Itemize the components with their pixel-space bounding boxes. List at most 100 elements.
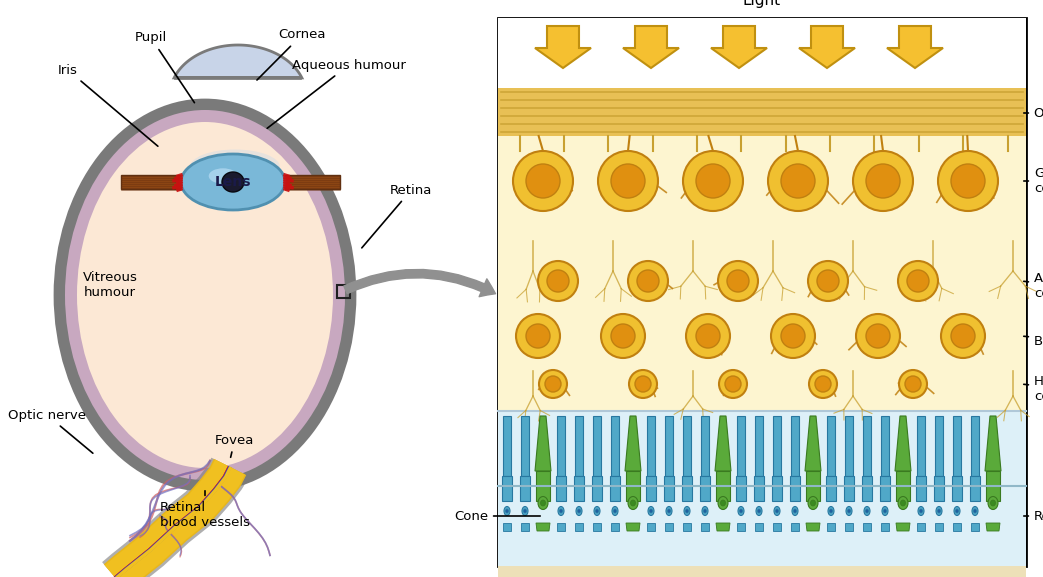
Ellipse shape: [595, 507, 600, 515]
Bar: [498, 411, 1026, 577]
Ellipse shape: [828, 507, 834, 515]
Bar: [611, 523, 618, 531]
Ellipse shape: [578, 509, 581, 513]
Bar: [683, 416, 692, 476]
Polygon shape: [535, 416, 551, 471]
Bar: [863, 523, 871, 531]
Circle shape: [941, 314, 985, 358]
Ellipse shape: [794, 509, 797, 513]
Bar: [683, 523, 692, 531]
Ellipse shape: [774, 507, 780, 515]
Polygon shape: [536, 523, 550, 531]
Circle shape: [598, 151, 658, 211]
Circle shape: [601, 314, 645, 358]
Ellipse shape: [898, 496, 908, 509]
Ellipse shape: [900, 500, 905, 506]
Polygon shape: [799, 26, 855, 68]
Ellipse shape: [738, 507, 744, 515]
Text: Bipolar cells: Bipolar cells: [1024, 335, 1043, 347]
Circle shape: [513, 151, 573, 211]
Bar: [647, 523, 655, 531]
Ellipse shape: [866, 509, 869, 513]
Ellipse shape: [506, 509, 509, 513]
Bar: [772, 476, 782, 501]
Ellipse shape: [576, 507, 582, 515]
Bar: [953, 416, 961, 476]
Bar: [737, 523, 745, 531]
Circle shape: [905, 376, 921, 392]
Ellipse shape: [936, 507, 942, 515]
Circle shape: [815, 376, 831, 392]
Bar: [503, 416, 511, 476]
Circle shape: [898, 261, 938, 301]
Ellipse shape: [522, 507, 528, 515]
Polygon shape: [626, 523, 640, 531]
Bar: [754, 476, 765, 501]
Bar: [556, 476, 566, 501]
Polygon shape: [985, 416, 1001, 471]
Ellipse shape: [181, 154, 285, 210]
Circle shape: [817, 270, 839, 292]
Ellipse shape: [524, 509, 527, 513]
Bar: [502, 476, 512, 501]
Ellipse shape: [920, 509, 922, 513]
Bar: [826, 476, 836, 501]
Polygon shape: [174, 45, 301, 78]
Ellipse shape: [55, 100, 355, 490]
Circle shape: [719, 370, 747, 398]
Ellipse shape: [776, 509, 778, 513]
Bar: [498, 566, 1026, 577]
Circle shape: [809, 370, 836, 398]
Circle shape: [853, 151, 913, 211]
Bar: [520, 476, 530, 501]
Bar: [536, 471, 550, 501]
Circle shape: [686, 314, 730, 358]
Bar: [700, 476, 710, 501]
Polygon shape: [887, 26, 943, 68]
Ellipse shape: [808, 496, 818, 509]
Bar: [844, 476, 854, 501]
Circle shape: [683, 151, 743, 211]
Polygon shape: [625, 416, 641, 471]
Bar: [952, 476, 962, 501]
Ellipse shape: [504, 507, 510, 515]
Text: Retinal
blood vessels: Retinal blood vessels: [160, 491, 250, 529]
Bar: [665, 416, 673, 476]
Ellipse shape: [685, 509, 688, 513]
Text: Cornea: Cornea: [257, 28, 325, 80]
Bar: [881, 416, 889, 476]
Ellipse shape: [955, 509, 959, 513]
Ellipse shape: [718, 496, 728, 509]
Circle shape: [907, 270, 929, 292]
Circle shape: [866, 164, 900, 198]
Ellipse shape: [77, 122, 333, 468]
Ellipse shape: [938, 509, 941, 513]
Bar: [611, 416, 618, 476]
Bar: [845, 416, 853, 476]
Ellipse shape: [209, 168, 238, 183]
Ellipse shape: [702, 507, 708, 515]
Bar: [935, 523, 943, 531]
Text: Cone: Cone: [454, 509, 540, 523]
Bar: [665, 523, 673, 531]
Bar: [827, 416, 835, 476]
Ellipse shape: [612, 507, 618, 515]
Circle shape: [547, 270, 569, 292]
Bar: [827, 523, 835, 531]
Text: Light: Light: [743, 0, 781, 8]
Circle shape: [516, 314, 560, 358]
Circle shape: [526, 164, 560, 198]
FancyArrowPatch shape: [344, 269, 495, 297]
Bar: [574, 476, 584, 501]
Text: Lens: Lens: [215, 175, 251, 189]
Bar: [806, 471, 820, 501]
Circle shape: [538, 261, 578, 301]
Bar: [916, 476, 926, 501]
Bar: [337, 285, 350, 298]
Circle shape: [768, 151, 828, 211]
Bar: [664, 476, 674, 501]
Bar: [121, 175, 181, 189]
Ellipse shape: [810, 500, 816, 506]
Ellipse shape: [65, 110, 345, 480]
Polygon shape: [986, 523, 1000, 531]
